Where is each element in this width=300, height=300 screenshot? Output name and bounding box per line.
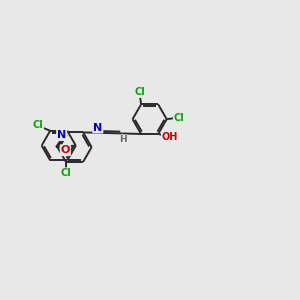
Text: Cl: Cl	[32, 121, 43, 130]
Text: Cl: Cl	[134, 87, 145, 97]
Text: Cl: Cl	[61, 168, 71, 178]
Text: N: N	[57, 130, 66, 140]
Text: O: O	[61, 145, 70, 155]
Text: Cl: Cl	[174, 113, 184, 123]
Text: N: N	[93, 122, 103, 133]
Text: H: H	[120, 135, 127, 144]
Text: OH: OH	[162, 132, 178, 142]
